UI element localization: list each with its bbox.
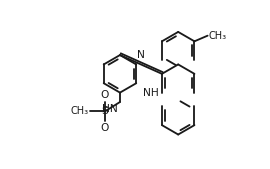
Text: HN: HN xyxy=(102,104,118,114)
Text: CH₃: CH₃ xyxy=(208,31,227,41)
Text: N: N xyxy=(137,50,145,60)
Text: CH₃: CH₃ xyxy=(71,106,89,116)
Text: NH: NH xyxy=(143,88,159,98)
Text: O: O xyxy=(101,123,109,133)
Text: S: S xyxy=(102,106,108,116)
Text: O: O xyxy=(101,90,109,100)
